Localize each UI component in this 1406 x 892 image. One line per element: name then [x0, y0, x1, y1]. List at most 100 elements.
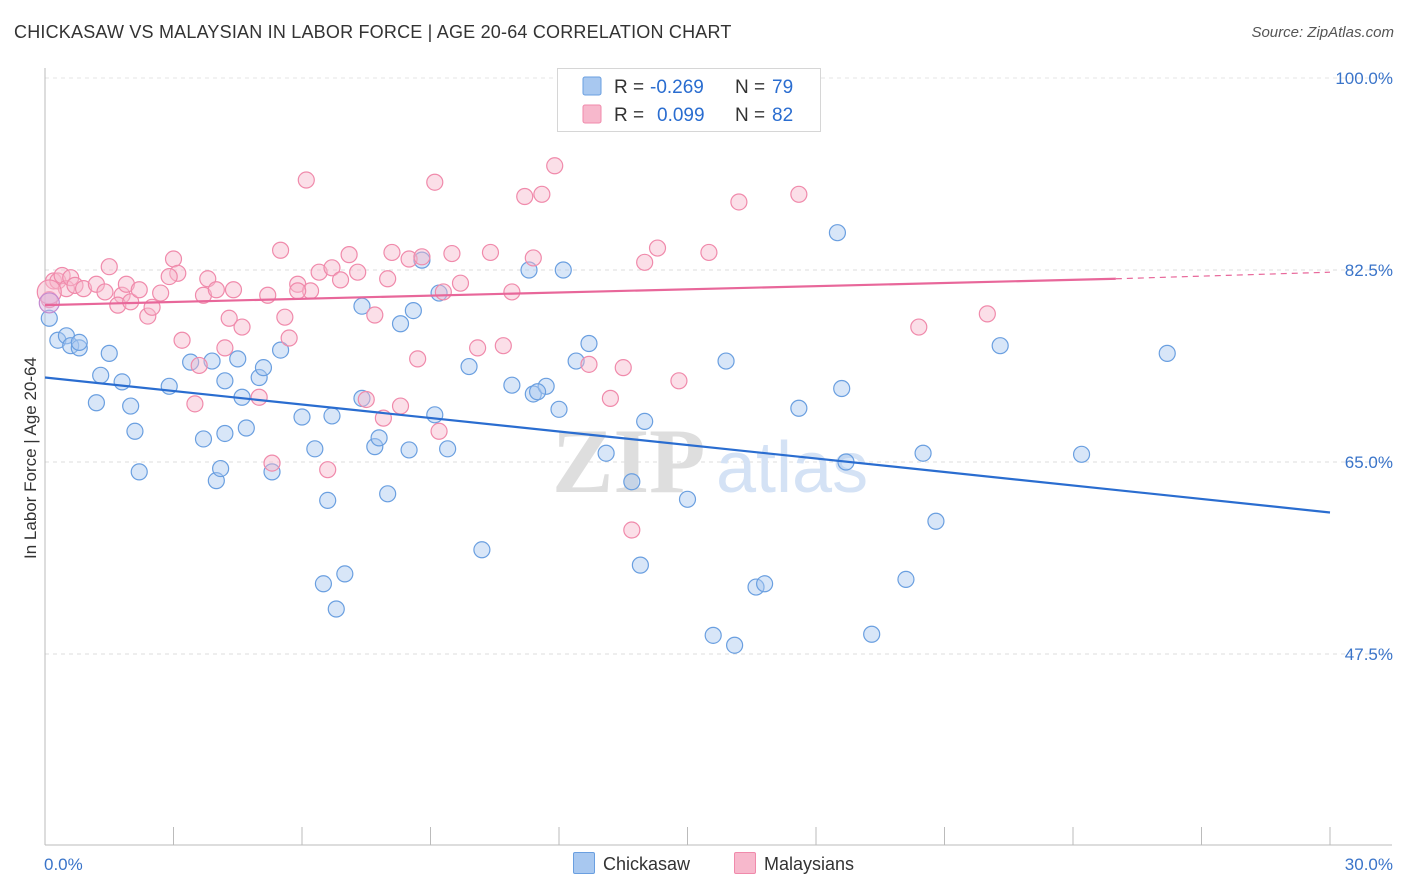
legend-r-value-1: -0.269 [650, 77, 704, 98]
chickasaw-point [460, 357, 478, 376]
legend-swatch [573, 852, 595, 874]
chickasaw-point [426, 406, 444, 424]
overlap-point [38, 292, 60, 314]
malaysians-point [164, 250, 183, 268]
malaysians-point [289, 282, 307, 300]
chickasaw-point [87, 394, 106, 412]
malaysians-point [434, 283, 452, 301]
chickasaw-point [833, 379, 851, 398]
legend-n-value-1: 79 [772, 77, 793, 98]
chickasaw-point [306, 440, 324, 458]
chickasaw-point [370, 429, 388, 447]
malaysians-point [117, 275, 135, 293]
chickasaw-point [991, 337, 1009, 355]
malaysians-point [190, 356, 208, 375]
correlation-legend: R = -0.269 N = 79 R = 0.099 N = 82 [557, 68, 821, 132]
chickasaw-point [863, 625, 881, 643]
gridlines [45, 77, 1392, 655]
legend-r-label-2: R = [614, 105, 644, 126]
chickasaw-point [216, 424, 234, 443]
chickasaw-point [726, 636, 744, 654]
y-tick-label: 82.5% [1345, 261, 1393, 280]
malaysians-trend-line [44, 277, 1116, 307]
x-tick-label: 30.0% [1345, 855, 1393, 874]
legend-label: Chickasaw [603, 854, 691, 874]
legend-item-chickasaw: Chickasaw [573, 852, 690, 875]
legend-label: Malaysians [764, 854, 855, 874]
malaysians-point [730, 193, 748, 211]
malaysians-point [494, 337, 512, 355]
chickasaw-point [537, 377, 555, 395]
malaysians-point [451, 274, 470, 292]
malaysians-point [910, 318, 928, 336]
chickasaw-point [194, 430, 213, 448]
malaysians-point [516, 187, 534, 206]
chickasaw-point [554, 261, 572, 279]
chickasaw-point [254, 359, 273, 377]
y-tick-label: 65.0% [1345, 453, 1393, 472]
chickasaw-point [49, 331, 67, 349]
malaysians-point [430, 422, 448, 440]
malaysians-point [426, 173, 444, 191]
malaysians-point [340, 246, 358, 264]
legend-swatch-malaysians [582, 104, 602, 124]
y-tick-labels: 47.5% 65.0% 82.5% 100.0% [1335, 69, 1393, 664]
chickasaw-point [203, 352, 221, 370]
malaysians-point [481, 243, 500, 262]
legend-r-label-1: R = [614, 77, 644, 98]
y-tick-label: 47.5% [1345, 645, 1393, 664]
chickasaw-point [678, 490, 697, 508]
chickasaw-point [914, 444, 932, 462]
chickasaw-point [503, 376, 521, 394]
malaysians-trend-extension [1115, 271, 1331, 280]
malaysians-point [250, 388, 268, 406]
malaysians-point [186, 395, 204, 413]
chickasaw-point [1158, 344, 1176, 362]
chickasaw-point [126, 422, 144, 440]
chickasaw-point [828, 224, 847, 242]
chickasaw-point [70, 339, 88, 357]
chickasaw-point [897, 570, 915, 588]
malaysians-point [96, 283, 114, 301]
chart-title: CHICKASAW VS MALAYSIAN IN LABOR FORCE | … [14, 22, 732, 42]
malaysians-point [580, 355, 598, 373]
chickasaw-point [550, 400, 568, 418]
malaysians-point [614, 359, 632, 377]
chickasaw-point [790, 399, 808, 417]
chickasaw-point [747, 578, 765, 596]
chickasaw-point [528, 383, 547, 401]
malaysians-point [323, 259, 341, 277]
malaysians-point [349, 263, 367, 281]
malaysians-point [66, 276, 84, 294]
malaysians-point [790, 185, 808, 203]
malaysians-point [280, 329, 298, 347]
chickasaw-point [717, 352, 735, 370]
malaysians-point [130, 281, 148, 299]
legend-swatch [734, 852, 756, 874]
malaysians-point [391, 397, 410, 415]
chickasaw-point [336, 565, 354, 583]
malaysians-point [409, 350, 427, 368]
chickasaw-point [113, 373, 131, 391]
chickasaw-point [216, 372, 234, 390]
chickasaw-point [755, 575, 774, 593]
chickasaw-point [92, 366, 110, 384]
malaysians-point [978, 305, 996, 323]
chickasaw-point [319, 491, 337, 509]
chickasaw-point [229, 350, 247, 368]
malaysians-point [533, 185, 551, 203]
chickasaw-point [580, 334, 598, 353]
malaysians-point [271, 241, 290, 259]
chickasaw-point [379, 485, 397, 503]
chickasaw-point [122, 397, 140, 415]
chickasaw-point [271, 341, 290, 359]
malaysians-point [366, 306, 384, 324]
malaysians-point [443, 244, 461, 263]
malaysians-point [216, 339, 234, 357]
legend-n-label-1: N = [735, 77, 765, 98]
chickasaw-point [473, 541, 491, 559]
chart-source: Source: ZipAtlas.com [1251, 24, 1394, 41]
malaysians-point [400, 250, 418, 268]
malaysians-point [623, 521, 641, 539]
